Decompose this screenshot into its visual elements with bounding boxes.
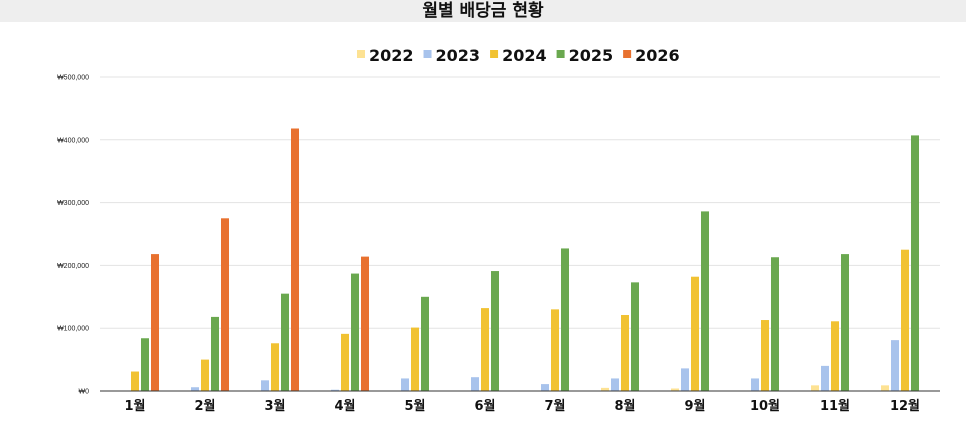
legend-swatch-2024 xyxy=(490,50,499,58)
bar-2023-11 xyxy=(821,365,829,391)
bar-2024-10 xyxy=(761,320,769,391)
bar-2024-12 xyxy=(901,249,909,391)
x-tick-label: 7월 xyxy=(544,398,565,414)
bar-2025-7 xyxy=(561,248,569,391)
bar-2024-3 xyxy=(271,343,279,391)
bar-2024-1 xyxy=(131,371,139,391)
x-tick-label: 1월 xyxy=(124,398,145,414)
bar-2025-2 xyxy=(211,316,219,391)
bar-2025-11 xyxy=(841,254,849,391)
bar-2026-2 xyxy=(221,218,229,391)
bar-2025-1 xyxy=(141,338,149,391)
legend-swatch-2023 xyxy=(423,50,432,58)
bar-2023-4 xyxy=(331,389,339,391)
bar-2023-8 xyxy=(611,378,619,391)
y-tick-label: ₩100,000 xyxy=(57,326,89,333)
x-tick-label: 5월 xyxy=(404,398,425,414)
y-tick-label: ₩0 xyxy=(79,389,90,396)
bar-2026-1 xyxy=(151,254,159,391)
x-tick-label: 8월 xyxy=(614,398,635,414)
bar-2024-2 xyxy=(201,359,209,391)
legend: 2022 2023 2024 2025 2026 xyxy=(357,46,680,65)
bar-2025-4 xyxy=(351,273,359,391)
y-tick-label: ₩300,000 xyxy=(57,200,89,207)
y-tick-label: ₩200,000 xyxy=(57,263,89,270)
x-tick-label: 4월 xyxy=(334,398,355,414)
legend-label-2025: 2025 xyxy=(569,46,614,65)
x-tick-label: 10월 xyxy=(750,398,780,414)
bar-2023-9 xyxy=(681,368,689,391)
y-tick-label: ₩400,000 xyxy=(57,137,89,144)
bar-2023-6 xyxy=(471,377,479,391)
bar-2024-9 xyxy=(691,276,699,391)
x-tick-label: 9월 xyxy=(684,398,705,414)
bar-2025-10 xyxy=(771,257,779,391)
legend-label-2024: 2024 xyxy=(502,46,547,65)
x-tick-label: 6월 xyxy=(474,398,495,414)
legend-swatch-2025 xyxy=(556,50,565,58)
bar-2024-11 xyxy=(831,321,839,391)
bar-2024-8 xyxy=(621,315,629,391)
bar-2024-6 xyxy=(481,308,489,391)
bar-2025-6 xyxy=(491,271,499,391)
y-tick-label: ₩500,000 xyxy=(57,75,89,82)
x-tick-label: 2월 xyxy=(194,398,215,414)
bar-2025-9 xyxy=(701,211,709,391)
bar-2024-4 xyxy=(341,333,349,391)
x-tick-label: 12월 xyxy=(890,398,920,414)
bars xyxy=(131,128,919,391)
bar-2025-12 xyxy=(911,135,919,391)
legend-label-2026: 2026 xyxy=(635,46,680,65)
x-tick-label: 11월 xyxy=(820,398,850,414)
x-tick-label: 3월 xyxy=(264,398,285,414)
bar-2023-7 xyxy=(541,384,549,391)
chart-title: 월별 배당금 현황 xyxy=(0,0,966,22)
bar-2023-12 xyxy=(891,340,899,391)
bar-2022-9 xyxy=(671,388,679,391)
bar-2023-5 xyxy=(401,378,409,391)
bar-2022-12 xyxy=(881,385,889,391)
legend-swatch-2022 xyxy=(357,50,365,58)
bar-2022-8 xyxy=(601,387,609,391)
bar-2023-2 xyxy=(191,387,199,391)
legend-label-2023: 2023 xyxy=(436,46,481,65)
bar-2025-5 xyxy=(421,296,429,391)
x-axis: 1월 2월 3월 4월 5월 6월 7월 8월 9월 10월 11월 12월 xyxy=(100,390,940,414)
gridlines xyxy=(100,76,940,329)
bar-2024-5 xyxy=(411,327,419,391)
bar-2026-3 xyxy=(291,128,299,391)
bar-2026-4 xyxy=(361,256,369,391)
y-axis: ₩0 ₩100,000 ₩200,000 ₩300,000 ₩400,000 ₩500,0… xyxy=(57,75,89,396)
bar-2023-3 xyxy=(261,380,269,391)
bar-2024-7 xyxy=(551,309,559,391)
bar-2025-8 xyxy=(631,282,639,391)
bar-2022-11 xyxy=(811,385,819,391)
legend-label-2022: 2022 xyxy=(369,46,414,65)
legend-swatch-2026 xyxy=(623,50,632,58)
bar-2025-3 xyxy=(281,293,289,391)
bar-2023-10 xyxy=(751,378,759,391)
